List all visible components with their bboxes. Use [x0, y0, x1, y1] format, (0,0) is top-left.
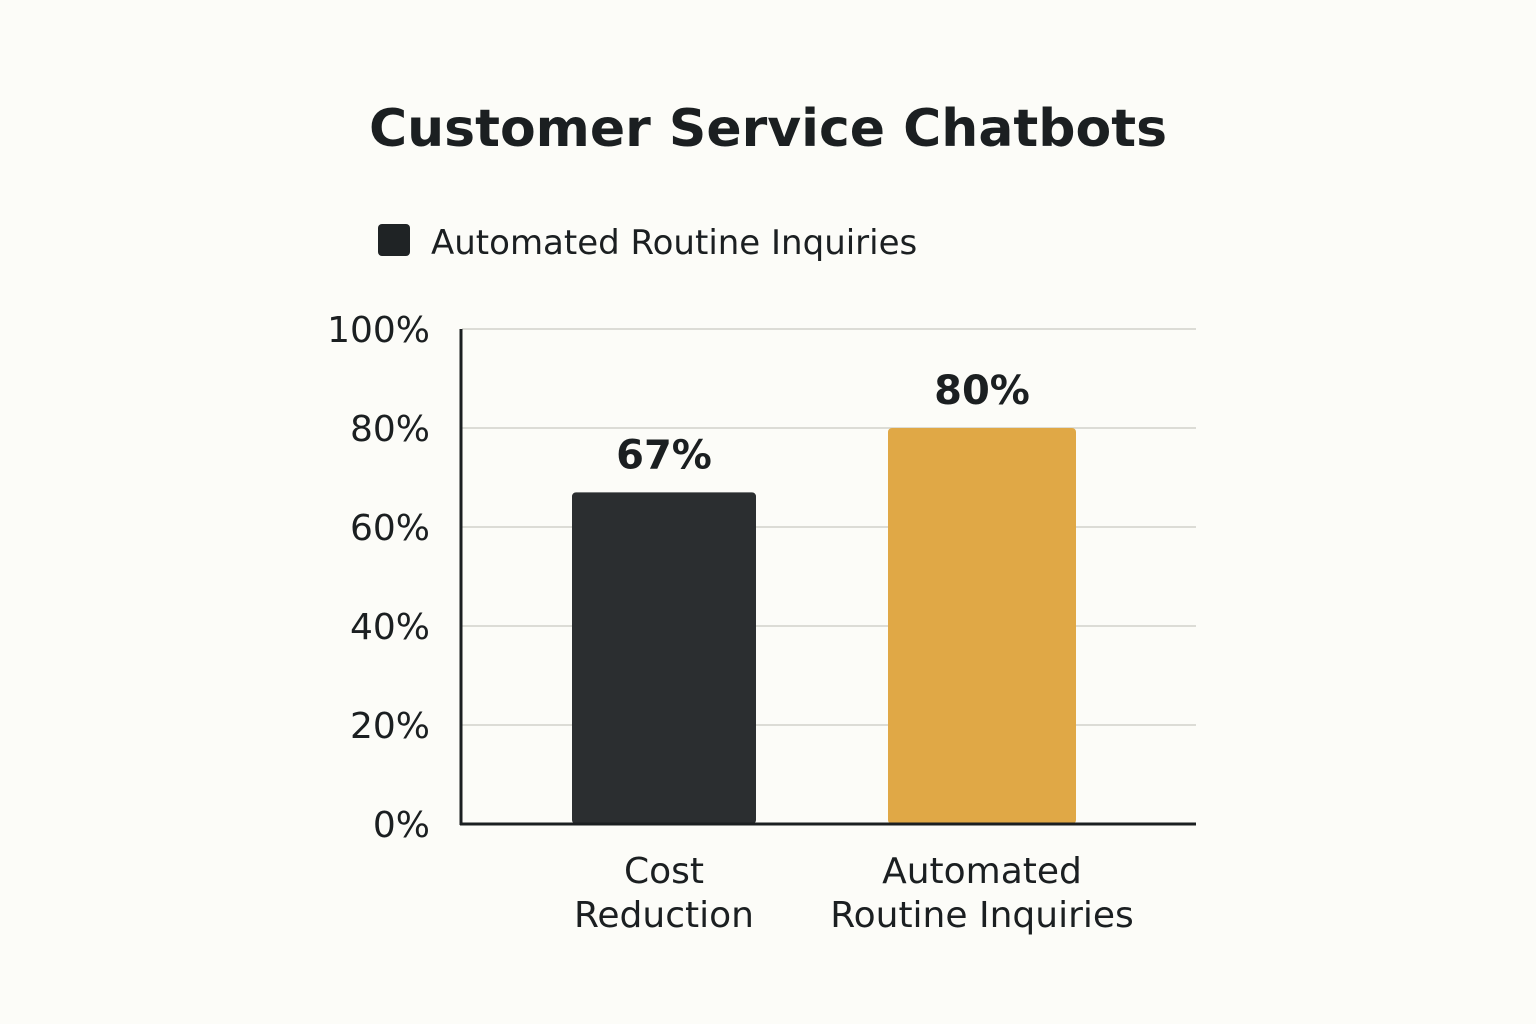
bar: [572, 492, 756, 824]
x-category-label: Cost Reduction: [574, 851, 754, 936]
y-tick-label: 100%: [327, 310, 430, 351]
bars: [572, 428, 1076, 824]
bar-value-label: 67%: [616, 432, 712, 478]
value-labels: 67% 80%: [616, 368, 1030, 478]
x-category-label: Automated Routine Inquiries: [830, 851, 1134, 936]
x-category-labels: Cost Reduction Automated Routine Inquiries: [574, 851, 1134, 936]
legend-swatch: [378, 224, 410, 256]
y-tick-labels: 0% 20% 40% 60% 80% 100%: [327, 310, 430, 846]
axes: [459, 329, 1196, 826]
y-tick-label: 80%: [350, 409, 430, 450]
y-tick-label: 60%: [350, 508, 430, 549]
legend-label: Automated Routine Inquiries: [431, 223, 917, 263]
bar: [888, 428, 1076, 824]
y-tick-label: 20%: [350, 706, 430, 747]
y-tick-label: 0%: [373, 805, 430, 846]
chart-title: Customer Service Chatbots: [369, 99, 1167, 159]
legend: Automated Routine Inquiries: [378, 223, 917, 263]
bar-value-label: 80%: [934, 368, 1030, 414]
y-tick-label: 40%: [350, 607, 430, 648]
